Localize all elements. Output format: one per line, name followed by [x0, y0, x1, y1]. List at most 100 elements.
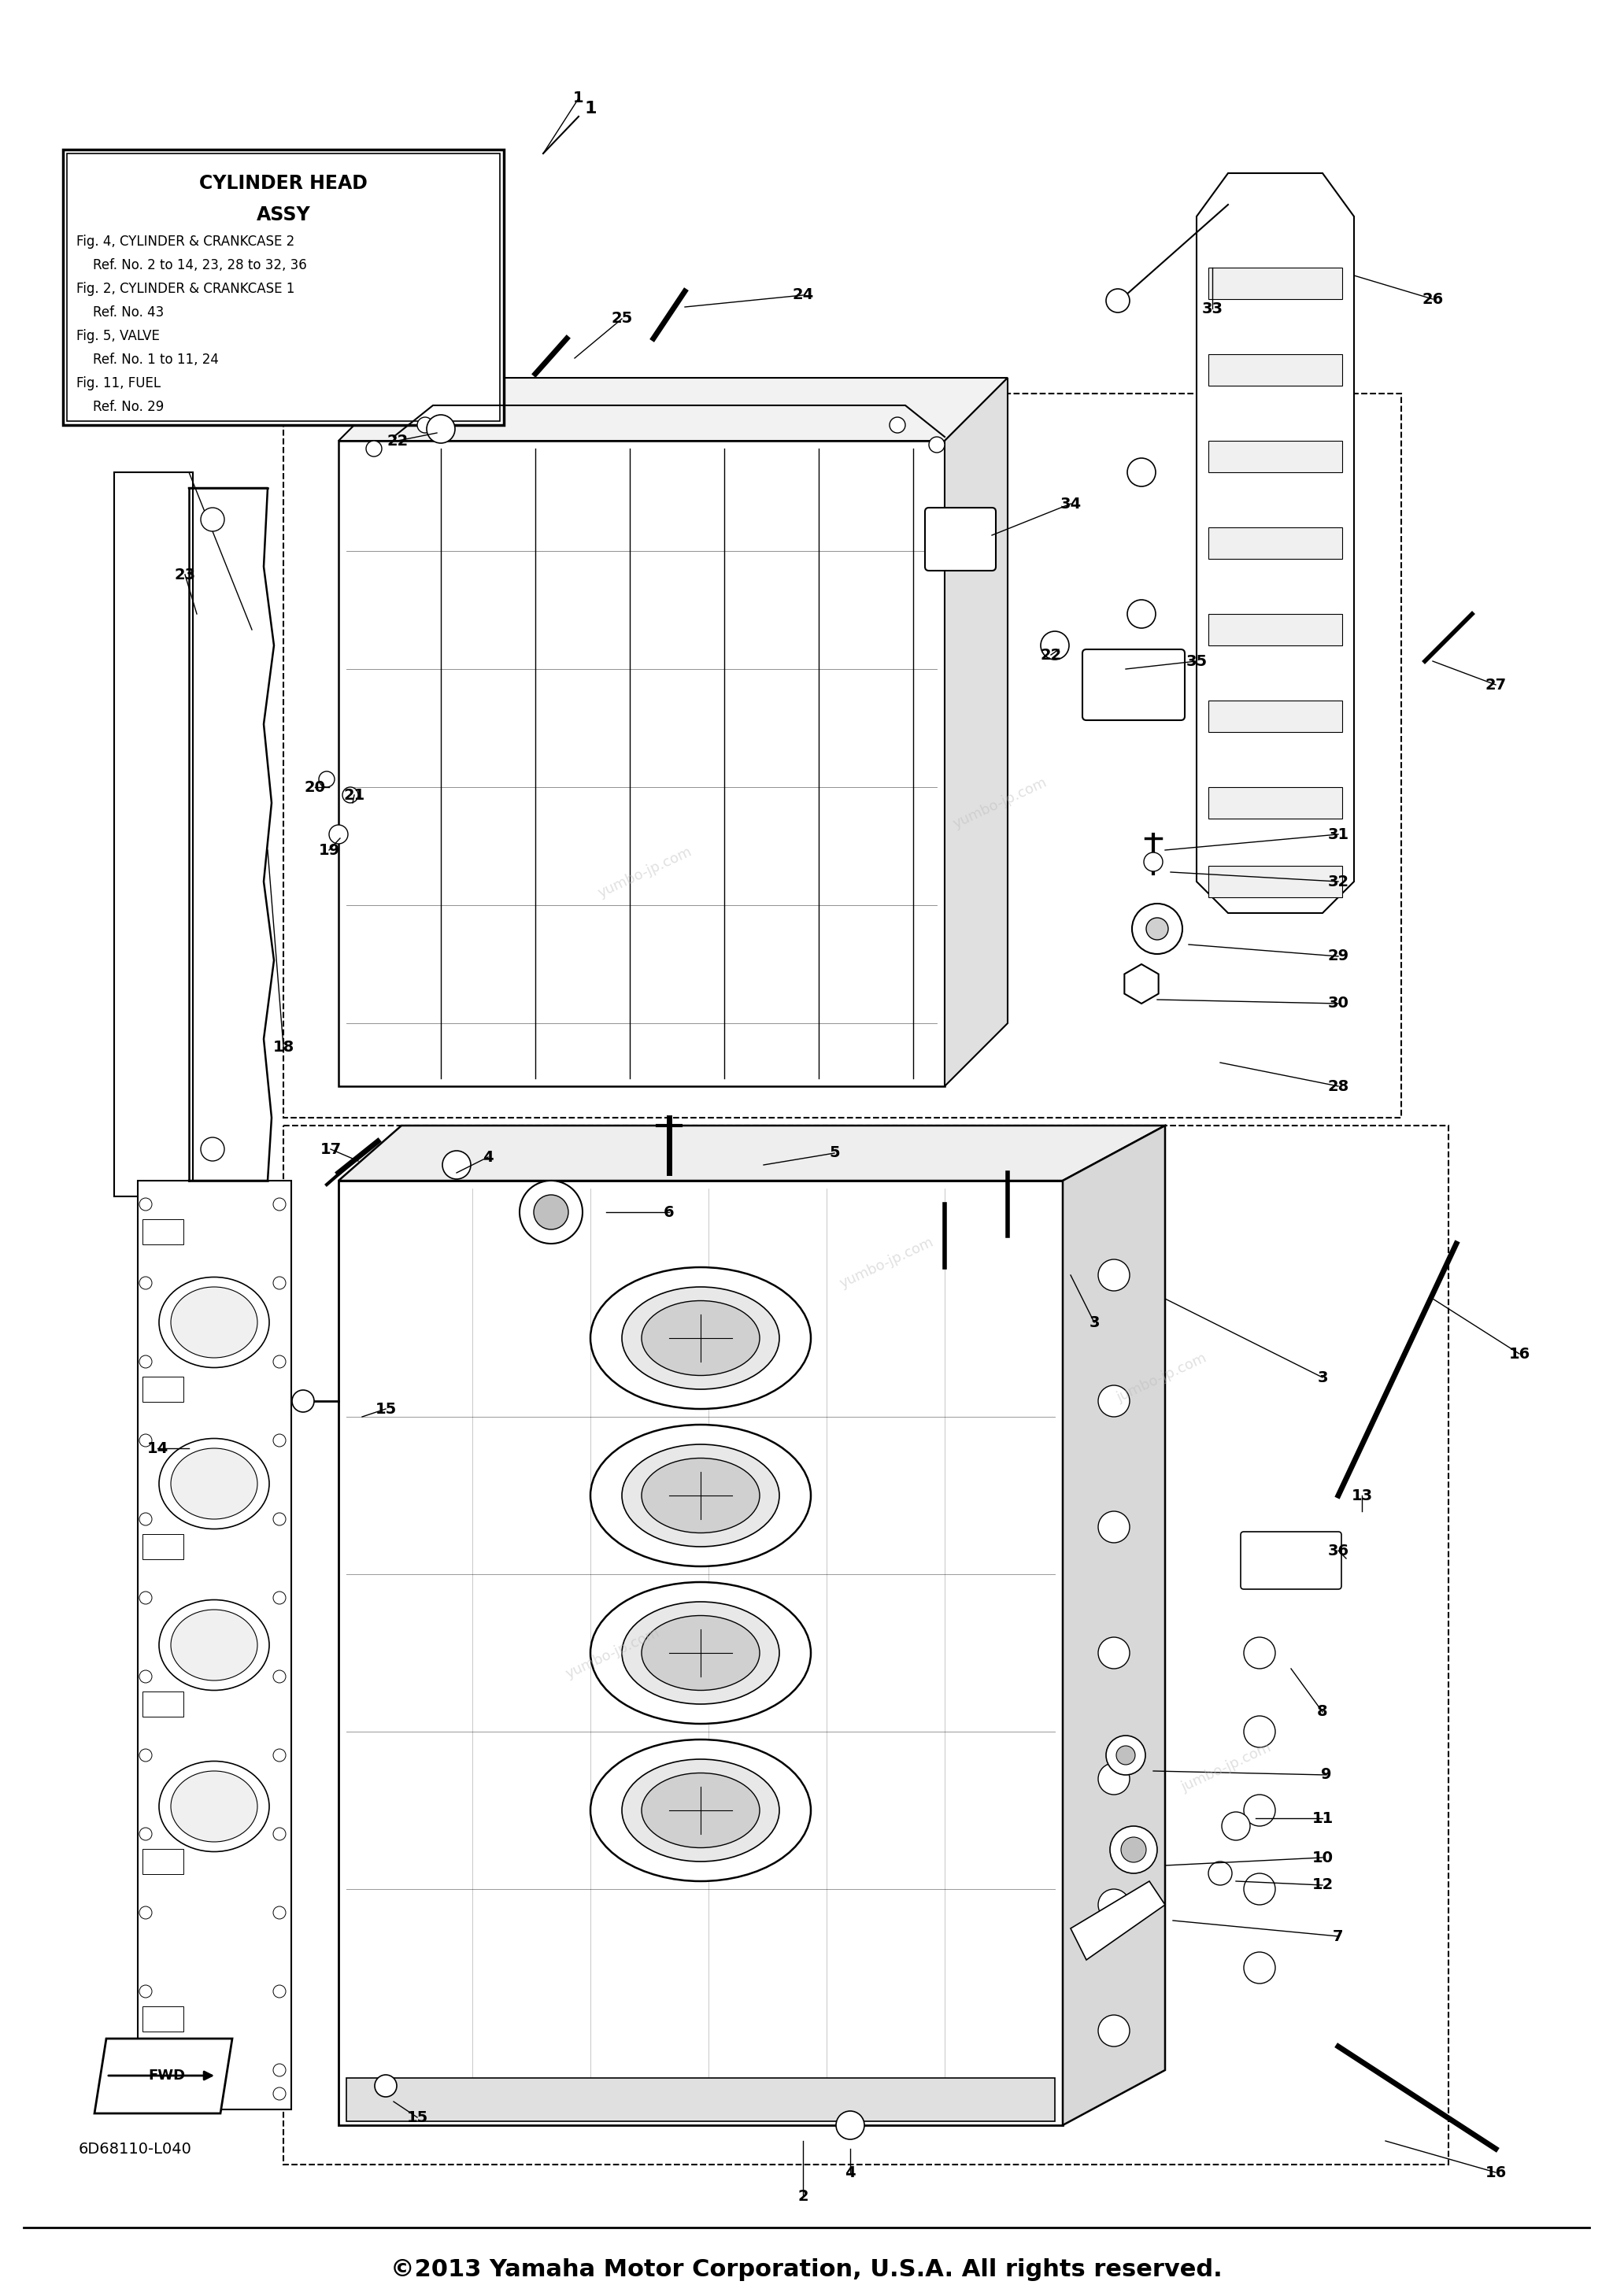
Circle shape — [1244, 1952, 1276, 1984]
Polygon shape — [95, 2039, 232, 2112]
FancyBboxPatch shape — [1208, 441, 1342, 473]
Circle shape — [534, 1194, 568, 1228]
Text: 13: 13 — [1352, 1488, 1373, 1504]
Polygon shape — [1124, 964, 1158, 1003]
Ellipse shape — [160, 1600, 269, 1690]
Ellipse shape — [160, 1277, 269, 1368]
Text: Ref. No. 29: Ref. No. 29 — [76, 400, 165, 413]
Text: 5: 5 — [829, 1146, 840, 1159]
Circle shape — [1107, 1736, 1145, 1775]
Text: jumbo-jp.com: jumbo-jp.com — [1179, 1740, 1273, 1795]
Circle shape — [139, 1199, 152, 1210]
Circle shape — [139, 1513, 152, 1525]
Circle shape — [273, 1750, 286, 1761]
Polygon shape — [339, 441, 945, 1086]
Circle shape — [273, 2087, 286, 2101]
Text: 32: 32 — [1327, 875, 1348, 889]
Circle shape — [1127, 459, 1155, 487]
Circle shape — [1107, 289, 1129, 312]
Text: 26: 26 — [1423, 292, 1444, 308]
Circle shape — [139, 1906, 152, 1919]
Circle shape — [1221, 1812, 1250, 1841]
Text: 4: 4 — [482, 1150, 494, 1164]
Circle shape — [1144, 852, 1163, 870]
Polygon shape — [339, 1125, 1165, 1180]
Circle shape — [418, 418, 432, 434]
Text: 15: 15 — [374, 1401, 397, 1417]
Text: 7: 7 — [1332, 1929, 1344, 1945]
Circle shape — [374, 2076, 397, 2096]
Text: 14: 14 — [147, 1442, 168, 1456]
Text: 11: 11 — [1311, 1812, 1334, 1825]
Circle shape — [273, 1986, 286, 1998]
FancyBboxPatch shape — [66, 154, 500, 420]
Text: 1: 1 — [573, 92, 584, 106]
Text: 22: 22 — [1040, 647, 1061, 661]
Text: 30: 30 — [1327, 996, 1348, 1010]
FancyBboxPatch shape — [1208, 866, 1342, 898]
FancyBboxPatch shape — [142, 1534, 184, 1559]
Circle shape — [273, 1199, 286, 1210]
Circle shape — [1098, 1511, 1129, 1543]
Circle shape — [139, 1669, 152, 1683]
Text: 6D68110-L040: 6D68110-L040 — [79, 2142, 192, 2156]
Text: 3: 3 — [1318, 1371, 1327, 1384]
Circle shape — [273, 1828, 286, 1841]
Text: yumbo-jp.com: yumbo-jp.com — [563, 1626, 663, 1681]
Circle shape — [273, 1355, 286, 1368]
FancyBboxPatch shape — [142, 1219, 184, 1244]
Text: 18: 18 — [273, 1040, 294, 1054]
Text: 22: 22 — [387, 434, 408, 448]
Text: 12: 12 — [1311, 1878, 1334, 1892]
Text: 16: 16 — [1486, 2165, 1507, 2179]
Text: 31: 31 — [1327, 827, 1348, 843]
FancyBboxPatch shape — [142, 2007, 184, 2032]
Text: jumbo-jp.com: jumbo-jp.com — [1115, 1350, 1208, 1405]
Text: Fig. 4, CYLINDER & CRANKCASE 2: Fig. 4, CYLINDER & CRANKCASE 2 — [76, 234, 295, 248]
Text: 35: 35 — [1186, 654, 1207, 668]
Text: 28: 28 — [1327, 1079, 1348, 1093]
Circle shape — [1127, 599, 1155, 629]
Circle shape — [1244, 1795, 1276, 1825]
Circle shape — [1110, 1825, 1157, 1874]
Circle shape — [200, 1137, 224, 1162]
Ellipse shape — [642, 1773, 760, 1848]
Circle shape — [1098, 2016, 1129, 2046]
Text: 36: 36 — [1327, 1543, 1348, 1559]
Ellipse shape — [171, 1288, 258, 1357]
Text: CYLINDER HEAD: CYLINDER HEAD — [200, 174, 368, 193]
FancyBboxPatch shape — [1240, 1531, 1342, 1589]
Circle shape — [836, 2110, 865, 2140]
Text: 4: 4 — [845, 2165, 855, 2179]
Text: 21: 21 — [344, 788, 365, 804]
Circle shape — [929, 436, 945, 452]
Text: Fig. 11, FUEL: Fig. 11, FUEL — [76, 377, 161, 390]
Ellipse shape — [171, 1609, 258, 1681]
Circle shape — [273, 1669, 286, 1683]
Circle shape — [1116, 1745, 1136, 1766]
Text: 16: 16 — [1508, 1345, 1531, 1362]
Text: ASSY: ASSY — [256, 204, 310, 225]
Circle shape — [366, 441, 382, 457]
Ellipse shape — [160, 1437, 269, 1529]
Polygon shape — [137, 1180, 292, 2110]
Text: Fig. 2, CYLINDER & CRANKCASE 1: Fig. 2, CYLINDER & CRANKCASE 1 — [76, 282, 295, 296]
FancyBboxPatch shape — [1208, 354, 1342, 386]
Ellipse shape — [623, 1603, 779, 1704]
Ellipse shape — [590, 1582, 811, 1724]
Text: 34: 34 — [1060, 496, 1081, 512]
FancyBboxPatch shape — [1082, 650, 1186, 721]
FancyBboxPatch shape — [1208, 788, 1342, 820]
Circle shape — [519, 1180, 582, 1244]
Text: 1: 1 — [584, 101, 597, 117]
Text: 27: 27 — [1486, 677, 1507, 693]
Circle shape — [442, 1150, 471, 1180]
Circle shape — [1244, 1715, 1276, 1747]
Circle shape — [139, 2064, 152, 2076]
Polygon shape — [945, 379, 1008, 1086]
Ellipse shape — [590, 1740, 811, 1880]
Polygon shape — [339, 1180, 1063, 2126]
Circle shape — [1098, 1763, 1129, 1795]
Text: 19: 19 — [318, 843, 340, 859]
Circle shape — [1098, 1890, 1129, 1919]
